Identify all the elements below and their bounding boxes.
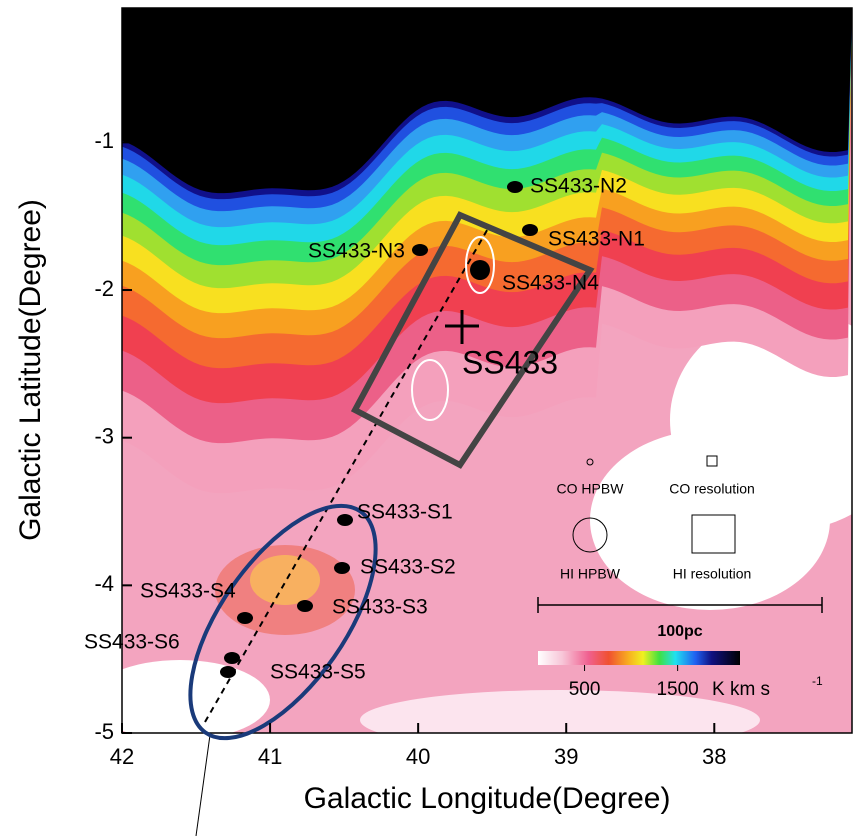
region-box <box>350 211 595 469</box>
clump <box>412 244 428 256</box>
ss433-cross <box>445 310 479 344</box>
beam-label: HI resolution <box>673 566 752 582</box>
jet-axis <box>204 224 491 723</box>
x-tick-label: 42 <box>110 744 134 769</box>
clump <box>507 181 523 193</box>
colorbar-tick-label: 1500 <box>656 679 698 700</box>
pointer-line <box>195 734 211 836</box>
source-label: SS433 <box>462 344 558 380</box>
x-axis-label: Galactic Longitude(Degree) <box>304 782 671 815</box>
overlay <box>188 211 823 836</box>
low-region <box>360 690 760 733</box>
y-tick-label: -1 <box>94 128 114 153</box>
x-tick-label: 41 <box>258 744 282 769</box>
clump <box>224 652 240 664</box>
clump <box>334 562 350 574</box>
clump <box>220 666 236 678</box>
beam-label: HI HPBW <box>560 566 621 582</box>
source-annotation: SS433-S2 <box>360 556 456 579</box>
source-annotation: SS433-N3 <box>308 240 405 263</box>
co-resolution <box>706 455 718 467</box>
y-tick-label: -3 <box>94 423 114 448</box>
source-annotation: SS433-S6 <box>84 631 180 654</box>
clump <box>237 612 253 624</box>
contour <box>411 359 449 421</box>
source-annotation: SS433-N1 <box>548 228 645 251</box>
x-tick-label: 40 <box>406 744 430 769</box>
colorbar-tick-label: 500 <box>569 679 601 700</box>
source-annotation: SS433-S3 <box>332 596 428 619</box>
colorbar-unit-exponent: -1 <box>812 674 823 688</box>
y-axis-label: Galactic Latitude(Degree) <box>14 199 47 541</box>
co-hpbw <box>586 458 594 466</box>
y-tick-label: -2 <box>94 276 114 301</box>
hi-resolution <box>691 514 736 554</box>
scale-bar-label: 100pc <box>657 623 702 640</box>
source-annotation: SS433-S4 <box>140 580 236 603</box>
colorbar <box>538 651 740 665</box>
source-annotation: SS433-S5 <box>270 661 366 684</box>
low-region <box>590 430 830 610</box>
beam-label: CO HPBW <box>557 481 625 497</box>
clump <box>337 514 353 526</box>
x-tick-label: 38 <box>702 744 726 769</box>
source-annotation: SS433-N2 <box>530 175 627 198</box>
clump <box>472 264 488 276</box>
region-ellipse <box>188 503 378 741</box>
hi-hpbw <box>572 517 608 553</box>
x-tick-label: 39 <box>554 744 578 769</box>
map-band <box>122 8 852 194</box>
source-annotation: SS433-S1 <box>357 501 453 524</box>
contour <box>465 236 495 294</box>
source-annotation: SS433-N4 <box>502 272 599 295</box>
low-region <box>122 660 270 733</box>
clump <box>297 600 313 612</box>
clump <box>522 224 538 236</box>
y-tick-label: -5 <box>94 719 114 744</box>
intensity-map <box>122 8 852 733</box>
plot-frame <box>121 7 853 734</box>
scale-bar <box>537 597 823 613</box>
colorbar-unit: K km s <box>712 679 770 700</box>
warm-region <box>250 555 320 605</box>
beam-label: CO resolution <box>669 481 755 497</box>
y-tick-label: -4 <box>94 571 114 596</box>
